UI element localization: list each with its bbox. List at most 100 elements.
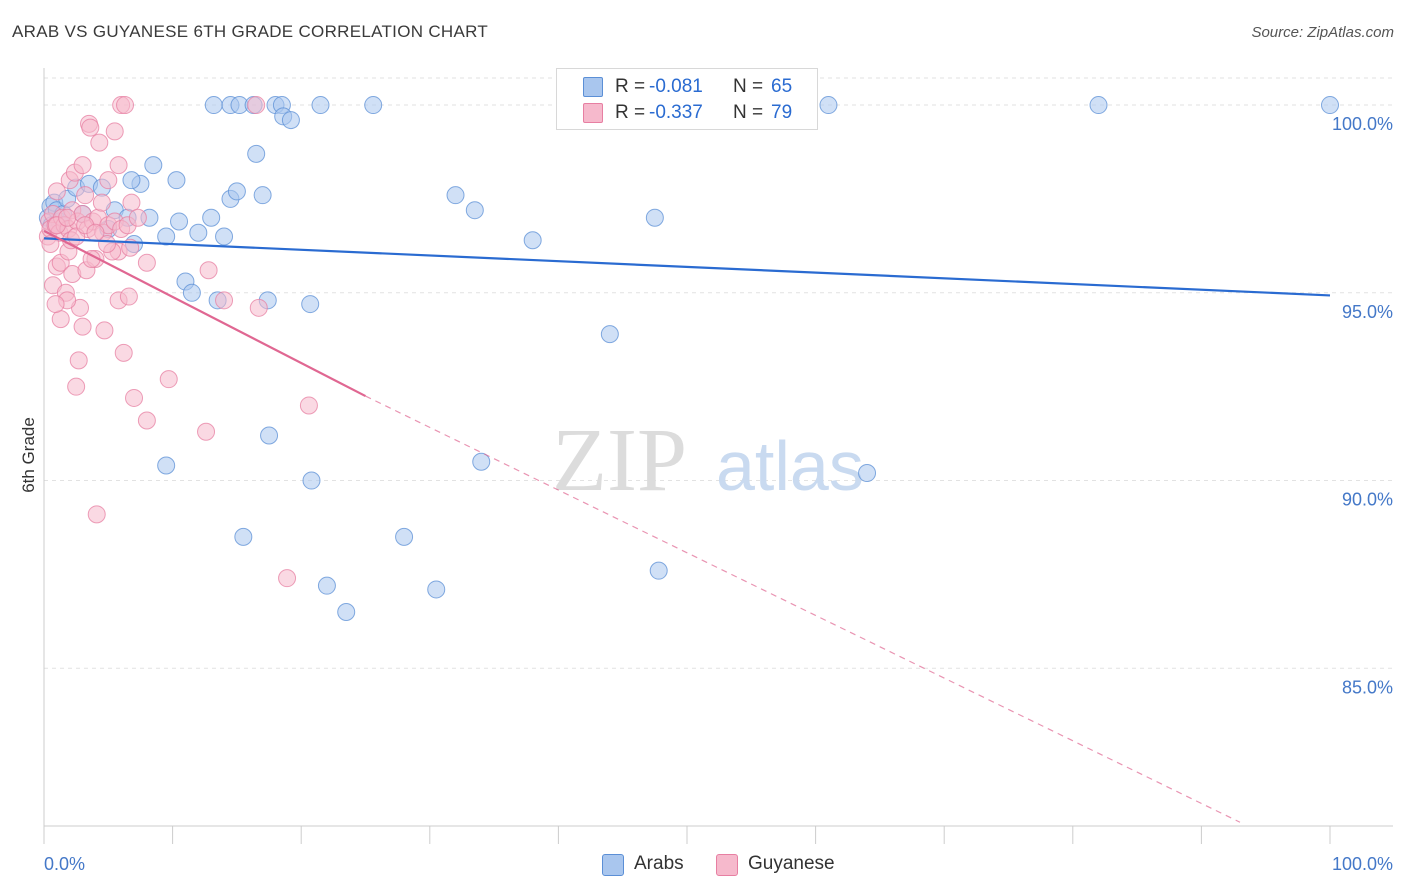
arab-point [364,96,383,115]
guyanese-point [249,298,268,317]
arab-point [465,201,484,220]
arab-point [446,186,465,205]
guyanese-point [46,295,65,314]
arab-point [317,576,336,595]
guyanese-point [87,505,106,524]
arabs-r-value: -0.081 [649,76,703,97]
x-tick-label-min: 0.0% [44,854,85,874]
arab-point [122,171,141,190]
guyanese-point [114,343,133,362]
guyanese-point [92,193,111,212]
arab-point [1321,96,1339,115]
stats-row-guyanese: R = -0.337 N = 79 [557,101,819,125]
guyanese-swatch [583,103,603,123]
guyanese-point [99,171,118,190]
guyanese-point [159,370,178,389]
guyanese-point [121,238,140,257]
arab-point [302,471,321,490]
guyanese-point [247,96,266,115]
guyanese-point [67,377,86,396]
guyanese-point [81,118,100,137]
arab-point [144,156,163,175]
guyanese-point [125,388,144,407]
stats-row-arabs: R = -0.081 N = 65 [557,75,819,99]
guyanese-point [109,156,128,175]
guyanese-point [122,193,141,212]
guyanese-point [278,569,297,588]
watermark-zip: ZIP [552,411,687,510]
guyanese-point [137,411,156,430]
arabs-swatch [583,77,603,97]
stats-box: R = -0.081 N = 65 R = -0.337 N = 79 [556,68,818,130]
arab-point [182,283,201,302]
guyanese-trend-extension [365,395,1241,823]
arab-point [260,426,279,445]
arab-point [204,96,223,115]
guyanese-r-value: -0.337 [649,102,703,123]
arab-point [1089,96,1108,115]
guyanese-point [47,182,66,201]
y-axis-label: 6th Grade [19,417,38,493]
legend-label-arabs: Arabs [634,853,684,874]
guyanese-point [215,291,234,310]
arab-point [472,452,491,471]
arab-point [281,111,300,130]
guyanese-point [76,186,95,205]
legend-label-guyanese: Guyanese [748,853,835,874]
arab-point [227,182,246,201]
watermark: ZIP atlas [552,411,864,510]
guyanese-point [90,133,109,152]
arabs-legend-swatch [602,854,624,876]
axis-layer: 100.0% 95.0% 90.0% 85.0% [43,68,1393,844]
arab-point [189,223,208,242]
guyanese-point [51,310,70,329]
guyanese-point [199,261,218,280]
x-tick-label-max: 100.0% [1332,854,1393,874]
trend-layer [43,229,1331,823]
guyanese-n-label: N = [733,102,764,123]
y-tick-label: 100.0% [1332,114,1393,134]
grid-layer [44,77,1393,669]
guyanese-point [105,122,124,141]
guyanese-legend-swatch [716,854,738,876]
arab-point [234,527,253,546]
guyanese-point [299,396,318,415]
arab-point [253,186,272,205]
arabs-trend-line [43,237,1331,297]
arab-point [600,325,619,344]
arab-point [157,227,176,246]
arab-point [819,96,838,115]
guyanese-point [137,253,156,272]
arab-point [858,464,877,483]
y-tick-label: 95.0% [1342,302,1393,322]
guyanese-n-value: 79 [771,102,793,123]
arab-point [301,295,320,314]
arabs-n-value: 65 [771,76,793,97]
arabs-r-label: R = [615,76,646,97]
guyanese-point [98,234,117,253]
arabs-n-label: N = [733,76,764,97]
guyanese-r-label: R = [615,102,646,123]
guyanese-trend-line [43,229,367,398]
guyanese-point [73,317,92,336]
guyanese-point [116,96,135,115]
guyanese-point [58,208,77,227]
watermark-atlas: atlas [716,427,864,505]
arab-point [395,527,414,546]
points-layer [38,96,1339,621]
guyanese-point [86,223,105,242]
guyanese-point [119,287,138,306]
arab-point [427,580,446,599]
legend: Arabs Guyanese [0,852,1406,878]
arab-point [649,561,668,580]
arab-point [247,144,266,163]
guyanese-point [197,422,216,441]
arab-point [167,171,186,190]
arab-point [157,456,176,475]
y-tick-label: 85.0% [1342,677,1393,697]
arab-point [645,208,664,227]
arab-point [215,227,234,246]
y-tick-label: 90.0% [1342,490,1393,510]
guyanese-point [95,321,114,340]
